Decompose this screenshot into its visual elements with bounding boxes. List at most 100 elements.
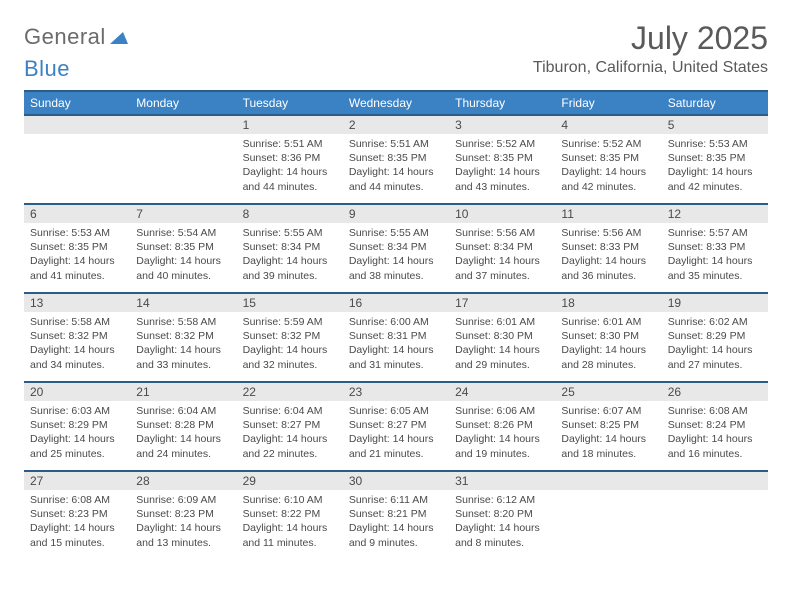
day-number-cell: 9 bbox=[343, 204, 449, 223]
day-content-cell: Sunrise: 6:02 AMSunset: 8:29 PMDaylight:… bbox=[662, 312, 768, 382]
day-number-cell: 12 bbox=[662, 204, 768, 223]
day-number-cell: 11 bbox=[555, 204, 661, 223]
day-content-row: Sunrise: 6:08 AMSunset: 8:23 PMDaylight:… bbox=[24, 490, 768, 560]
day-content-cell: Sunrise: 6:01 AMSunset: 8:30 PMDaylight:… bbox=[449, 312, 555, 382]
day-content-cell: Sunrise: 6:04 AMSunset: 8:27 PMDaylight:… bbox=[237, 401, 343, 471]
month-title: July 2025 bbox=[533, 20, 768, 57]
weekday-header: Friday bbox=[555, 91, 661, 115]
location-text: Tiburon, California, United States bbox=[533, 59, 768, 77]
weekday-header: Monday bbox=[130, 91, 236, 115]
day-number-cell: 18 bbox=[555, 293, 661, 312]
day-content-cell: Sunrise: 6:05 AMSunset: 8:27 PMDaylight:… bbox=[343, 401, 449, 471]
day-number-cell: 13 bbox=[24, 293, 130, 312]
weekday-header-row: SundayMondayTuesdayWednesdayThursdayFrid… bbox=[24, 91, 768, 115]
day-content-cell: Sunrise: 5:52 AMSunset: 8:35 PMDaylight:… bbox=[555, 134, 661, 204]
day-content-cell: Sunrise: 5:58 AMSunset: 8:32 PMDaylight:… bbox=[130, 312, 236, 382]
day-number-row: 6789101112 bbox=[24, 204, 768, 223]
weekday-header: Sunday bbox=[24, 91, 130, 115]
calendar-table: SundayMondayTuesdayWednesdayThursdayFrid… bbox=[24, 90, 768, 560]
day-number-row: 13141516171819 bbox=[24, 293, 768, 312]
day-number-cell: 5 bbox=[662, 115, 768, 134]
day-number-cell: 10 bbox=[449, 204, 555, 223]
day-content-cell: Sunrise: 6:01 AMSunset: 8:30 PMDaylight:… bbox=[555, 312, 661, 382]
weekday-header: Saturday bbox=[662, 91, 768, 115]
day-number-cell: 17 bbox=[449, 293, 555, 312]
day-content-cell: Sunrise: 6:03 AMSunset: 8:29 PMDaylight:… bbox=[24, 401, 130, 471]
day-number-row: 12345 bbox=[24, 115, 768, 134]
day-number-cell: 21 bbox=[130, 382, 236, 401]
day-content-cell: Sunrise: 5:57 AMSunset: 8:33 PMDaylight:… bbox=[662, 223, 768, 293]
day-number-row: 2728293031 bbox=[24, 471, 768, 490]
day-content-row: Sunrise: 5:58 AMSunset: 8:32 PMDaylight:… bbox=[24, 312, 768, 382]
calendar-body: 12345Sunrise: 5:51 AMSunset: 8:36 PMDayl… bbox=[24, 115, 768, 560]
day-content-cell: Sunrise: 5:55 AMSunset: 8:34 PMDaylight:… bbox=[343, 223, 449, 293]
day-number-cell: 15 bbox=[237, 293, 343, 312]
day-content-cell: Sunrise: 6:11 AMSunset: 8:21 PMDaylight:… bbox=[343, 490, 449, 560]
day-content-cell: Sunrise: 6:04 AMSunset: 8:28 PMDaylight:… bbox=[130, 401, 236, 471]
day-number-cell: 1 bbox=[237, 115, 343, 134]
day-number-row: 20212223242526 bbox=[24, 382, 768, 401]
day-content-cell: Sunrise: 6:00 AMSunset: 8:31 PMDaylight:… bbox=[343, 312, 449, 382]
day-content-cell bbox=[662, 490, 768, 560]
day-number-cell: 8 bbox=[237, 204, 343, 223]
day-number-cell: 22 bbox=[237, 382, 343, 401]
day-number-cell: 20 bbox=[24, 382, 130, 401]
day-number-cell bbox=[130, 115, 236, 134]
calendar-page: General Blue July 2025 Tiburon, Californi… bbox=[0, 0, 792, 580]
brand-text: General Blue bbox=[24, 24, 128, 82]
day-content-cell: Sunrise: 6:06 AMSunset: 8:26 PMDaylight:… bbox=[449, 401, 555, 471]
day-content-cell: Sunrise: 6:09 AMSunset: 8:23 PMDaylight:… bbox=[130, 490, 236, 560]
page-header: General Blue July 2025 Tiburon, Californi… bbox=[24, 20, 768, 82]
day-number-cell: 19 bbox=[662, 293, 768, 312]
weekday-header: Thursday bbox=[449, 91, 555, 115]
day-number-cell: 26 bbox=[662, 382, 768, 401]
day-content-cell: Sunrise: 5:53 AMSunset: 8:35 PMDaylight:… bbox=[662, 134, 768, 204]
weekday-header: Wednesday bbox=[343, 91, 449, 115]
day-number-cell: 29 bbox=[237, 471, 343, 490]
day-number-cell bbox=[662, 471, 768, 490]
day-number-cell: 7 bbox=[130, 204, 236, 223]
day-content-cell: Sunrise: 5:52 AMSunset: 8:35 PMDaylight:… bbox=[449, 134, 555, 204]
day-content-cell: Sunrise: 5:56 AMSunset: 8:34 PMDaylight:… bbox=[449, 223, 555, 293]
day-number-cell: 30 bbox=[343, 471, 449, 490]
day-number-cell bbox=[555, 471, 661, 490]
brand-part1: General bbox=[24, 24, 106, 49]
title-block: July 2025 Tiburon, California, United St… bbox=[533, 20, 768, 77]
day-number-cell: 24 bbox=[449, 382, 555, 401]
day-content-cell: Sunrise: 5:53 AMSunset: 8:35 PMDaylight:… bbox=[24, 223, 130, 293]
day-content-cell: Sunrise: 6:10 AMSunset: 8:22 PMDaylight:… bbox=[237, 490, 343, 560]
day-content-cell: Sunrise: 6:08 AMSunset: 8:23 PMDaylight:… bbox=[24, 490, 130, 560]
day-number-cell: 27 bbox=[24, 471, 130, 490]
day-number-cell: 28 bbox=[130, 471, 236, 490]
brand-part2: Blue bbox=[24, 56, 70, 81]
day-content-row: Sunrise: 6:03 AMSunset: 8:29 PMDaylight:… bbox=[24, 401, 768, 471]
day-content-row: Sunrise: 5:51 AMSunset: 8:36 PMDaylight:… bbox=[24, 134, 768, 204]
day-content-cell: Sunrise: 5:59 AMSunset: 8:32 PMDaylight:… bbox=[237, 312, 343, 382]
day-content-cell bbox=[130, 134, 236, 204]
day-content-cell: Sunrise: 5:58 AMSunset: 8:32 PMDaylight:… bbox=[24, 312, 130, 382]
day-number-cell: 6 bbox=[24, 204, 130, 223]
day-content-cell: Sunrise: 5:55 AMSunset: 8:34 PMDaylight:… bbox=[237, 223, 343, 293]
day-content-row: Sunrise: 5:53 AMSunset: 8:35 PMDaylight:… bbox=[24, 223, 768, 293]
weekday-header: Tuesday bbox=[237, 91, 343, 115]
day-number-cell: 25 bbox=[555, 382, 661, 401]
day-number-cell: 31 bbox=[449, 471, 555, 490]
day-number-cell: 23 bbox=[343, 382, 449, 401]
day-content-cell: Sunrise: 5:51 AMSunset: 8:35 PMDaylight:… bbox=[343, 134, 449, 204]
brand-triangle-icon bbox=[110, 24, 128, 50]
day-number-cell: 14 bbox=[130, 293, 236, 312]
day-content-cell bbox=[24, 134, 130, 204]
day-number-cell: 2 bbox=[343, 115, 449, 134]
day-content-cell: Sunrise: 6:08 AMSunset: 8:24 PMDaylight:… bbox=[662, 401, 768, 471]
day-content-cell: Sunrise: 6:07 AMSunset: 8:25 PMDaylight:… bbox=[555, 401, 661, 471]
day-content-cell: Sunrise: 6:12 AMSunset: 8:20 PMDaylight:… bbox=[449, 490, 555, 560]
day-content-cell: Sunrise: 5:54 AMSunset: 8:35 PMDaylight:… bbox=[130, 223, 236, 293]
day-number-cell bbox=[24, 115, 130, 134]
day-number-cell: 4 bbox=[555, 115, 661, 134]
brand-logo: General Blue bbox=[24, 24, 128, 82]
day-content-cell: Sunrise: 5:56 AMSunset: 8:33 PMDaylight:… bbox=[555, 223, 661, 293]
day-number-cell: 3 bbox=[449, 115, 555, 134]
day-content-cell: Sunrise: 5:51 AMSunset: 8:36 PMDaylight:… bbox=[237, 134, 343, 204]
day-content-cell bbox=[555, 490, 661, 560]
day-number-cell: 16 bbox=[343, 293, 449, 312]
